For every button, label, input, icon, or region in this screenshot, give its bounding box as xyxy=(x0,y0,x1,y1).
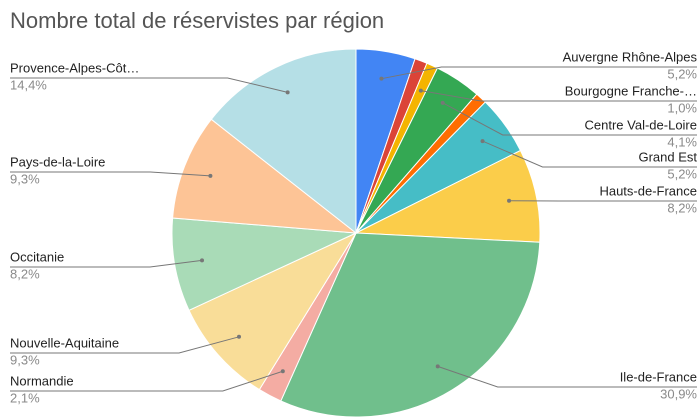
leader-line xyxy=(482,140,697,168)
slice-label: Grand Est xyxy=(638,149,697,164)
pie-slice xyxy=(280,232,541,418)
leader-dot xyxy=(507,198,512,203)
slice-label: Provence-Alpes-Côt… xyxy=(10,60,139,75)
slice-label: Auvergne Rhône-Alpes xyxy=(563,49,698,64)
leader-line xyxy=(10,171,211,177)
leader-dot xyxy=(237,334,242,339)
slice-label: Normandie xyxy=(10,373,74,388)
leader-dot xyxy=(379,76,384,81)
slice-label: Occitanie xyxy=(10,249,64,264)
slice-value-label: 9,3% xyxy=(10,171,40,186)
leader-line xyxy=(10,259,203,268)
leader-dot xyxy=(200,258,205,263)
leader-line xyxy=(10,370,283,392)
slice-value-label: 5,2% xyxy=(667,66,697,81)
leader-dot xyxy=(435,364,440,369)
leader-dot xyxy=(280,369,285,374)
slice-value-label: 9,3% xyxy=(10,352,40,367)
pie-slice xyxy=(188,231,358,391)
leader-line xyxy=(437,365,697,388)
leader-dot xyxy=(480,139,485,144)
slice-value-label: 8,2% xyxy=(667,200,697,215)
leader-line xyxy=(10,77,288,93)
chart-title: Nombre total de réservistes par région xyxy=(10,8,384,33)
slice-value-label: 2,1% xyxy=(10,390,40,405)
slice-label: Centre Val-de-Loire xyxy=(585,117,697,132)
slice-value-label: 5,2% xyxy=(667,166,697,181)
pie-slice xyxy=(210,48,357,235)
slice-label: Bourgogne Franche-… xyxy=(565,83,697,98)
slice-value-label: 30,9% xyxy=(660,386,697,401)
slice-value-label: 4,1% xyxy=(667,134,697,149)
slice-label: Nouvelle-Aquitaine xyxy=(10,335,119,350)
leader-dot xyxy=(208,173,213,178)
slice-value-label: 14,4% xyxy=(10,77,47,92)
leader-line xyxy=(442,102,697,136)
pie-slice xyxy=(172,118,358,234)
leader-dot xyxy=(285,90,290,95)
pie-slice xyxy=(171,217,358,311)
leader-dot xyxy=(418,88,423,93)
slice-value-label: 8,2% xyxy=(10,266,40,281)
slice-label: Hauts-de-France xyxy=(599,183,697,198)
leader-line xyxy=(381,66,697,80)
pie-slice xyxy=(354,149,541,243)
leader-line xyxy=(420,90,697,102)
slice-label: Ile-de-France xyxy=(620,369,697,384)
slice-label: Pays-de-la-Loire xyxy=(10,154,105,169)
leader-dot xyxy=(440,100,445,105)
leader-line xyxy=(10,336,240,354)
slice-value-label: 1,0% xyxy=(667,100,697,115)
